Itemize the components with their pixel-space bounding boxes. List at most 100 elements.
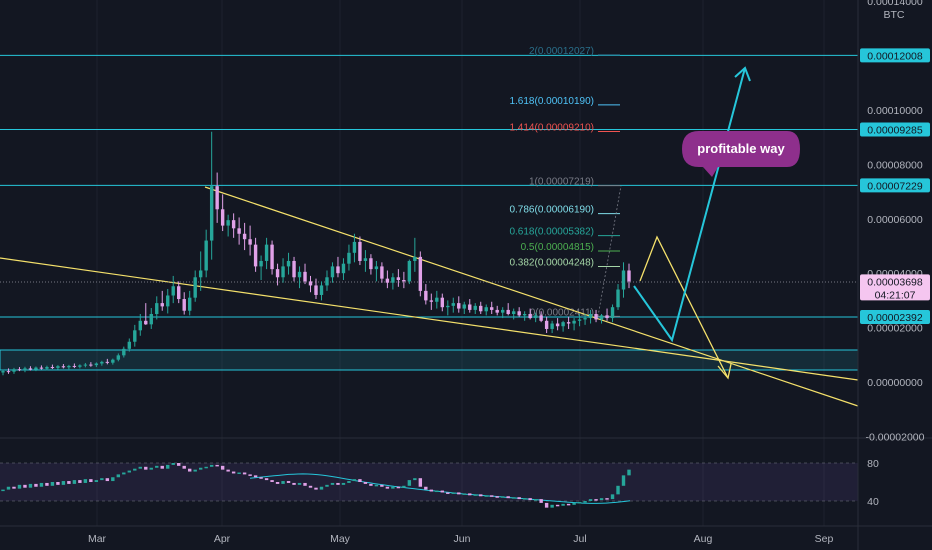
candle-body: [50, 367, 55, 369]
candle-body: [111, 359, 115, 363]
candle-body: [418, 256, 423, 291]
candle-body: [231, 220, 236, 229]
rsi-candle: [133, 468, 137, 471]
candle-body: [193, 277, 197, 298]
rsi-candle: [336, 482, 340, 485]
candle-body: [533, 315, 538, 319]
candle-body: [182, 299, 186, 311]
rsi-candle: [160, 465, 164, 469]
candle-body: [160, 303, 164, 307]
candle-body: [528, 314, 532, 319]
price-tag: [860, 122, 930, 137]
candle-body: [539, 315, 543, 321]
candlesticks: [1, 131, 631, 376]
candle-body: [451, 303, 455, 306]
rsi-candle: [264, 478, 269, 481]
candle-body: [297, 271, 302, 278]
candle-body: [429, 300, 434, 302]
candle-body: [215, 186, 219, 210]
rsi-candle: [155, 465, 159, 468]
candle-body: [374, 266, 379, 270]
candle-body: [303, 271, 307, 282]
candle-body: [424, 290, 428, 301]
rsi-candle: [369, 483, 373, 486]
candle-body: [204, 240, 208, 271]
candle-body: [198, 270, 203, 278]
price-tick-label: 0.00008000: [867, 159, 923, 171]
candle-body: [325, 277, 329, 286]
rsi-candle: [451, 492, 455, 494]
candle-body: [341, 263, 346, 274]
candle-body: [61, 366, 66, 368]
rsi-candle: [215, 464, 219, 467]
rsi-candle: [23, 484, 27, 488]
candle-body: [83, 364, 88, 366]
candle-body: [45, 367, 49, 369]
rsi-candle: [572, 502, 576, 505]
rsi-candle: [325, 484, 329, 487]
price-tag-label: 0.00003698: [867, 276, 923, 288]
rsi-candle: [539, 499, 543, 503]
candle-body: [588, 314, 593, 319]
candle-body: [67, 365, 71, 368]
rsi-candle: [605, 498, 609, 500]
rsi-candle: [495, 496, 499, 498]
fibonacci-extension: 2(0.00012027) 1.618(0.00010190) 1.414(0.00…: [509, 46, 622, 318]
rsi-candle: [45, 482, 49, 486]
candle-body: [550, 323, 554, 329]
candle-body: [347, 252, 351, 264]
rsi-candle: [522, 498, 527, 500]
candle-body: [583, 318, 587, 320]
rsi-candle: [17, 484, 22, 489]
rsi-candle: [56, 482, 60, 485]
candle-body: [226, 220, 230, 226]
price-tag: [860, 178, 930, 193]
price-tick-label: 0.00000000: [867, 377, 923, 389]
candle-body: [385, 278, 390, 283]
rsi-candle: [402, 485, 406, 488]
rsi-candle: [446, 492, 450, 494]
price-tag-label: 0.00012008: [867, 50, 923, 62]
candle-body: [435, 297, 439, 302]
candle-body: [457, 303, 461, 309]
price-tag-label: 0.00009285: [867, 124, 923, 136]
candle-body: [627, 270, 631, 282]
candle-body: [479, 305, 483, 312]
candle-body: [369, 258, 373, 270]
rsi-candle: [555, 504, 560, 507]
rsi-candle: [50, 482, 55, 486]
rsi-candle: [204, 466, 208, 469]
candle-body: [100, 361, 104, 364]
rsi-candle: [292, 482, 296, 485]
rsi-candle: [528, 498, 532, 501]
price-tag: [860, 48, 930, 63]
rsi-candle: [275, 482, 280, 484]
price-tick-label: 0.00006000: [867, 214, 923, 226]
rsi-tick-label: 80: [867, 458, 879, 470]
rsi-candle: [583, 501, 587, 503]
rsi-candle: [198, 467, 203, 470]
candle-body: [94, 363, 99, 366]
support-zone: [0, 349, 859, 371]
rsi-candle: [303, 482, 307, 486]
rsi-candle: [105, 478, 110, 482]
candle-body: [122, 348, 126, 356]
price-tag: [860, 274, 930, 301]
rsi-candle: [484, 495, 488, 497]
rsi-pane: [0, 437, 932, 508]
candle-body: [242, 233, 247, 240]
rsi-candle: [78, 480, 82, 483]
candle-body: [292, 260, 296, 278]
candle-body: [522, 314, 527, 316]
candle-body: [336, 266, 340, 274]
fib-level-label: 0.382(0.00004248): [509, 257, 594, 268]
candle-body: [12, 369, 16, 372]
candle-body: [468, 304, 472, 310]
candle-body: [572, 320, 576, 324]
currency-label: BTC: [884, 9, 905, 21]
time-tick-label: Mar: [88, 533, 107, 545]
rsi-candle: [500, 496, 505, 498]
rsi-candle: [67, 481, 71, 484]
time-tick-label: Apr: [214, 533, 231, 545]
